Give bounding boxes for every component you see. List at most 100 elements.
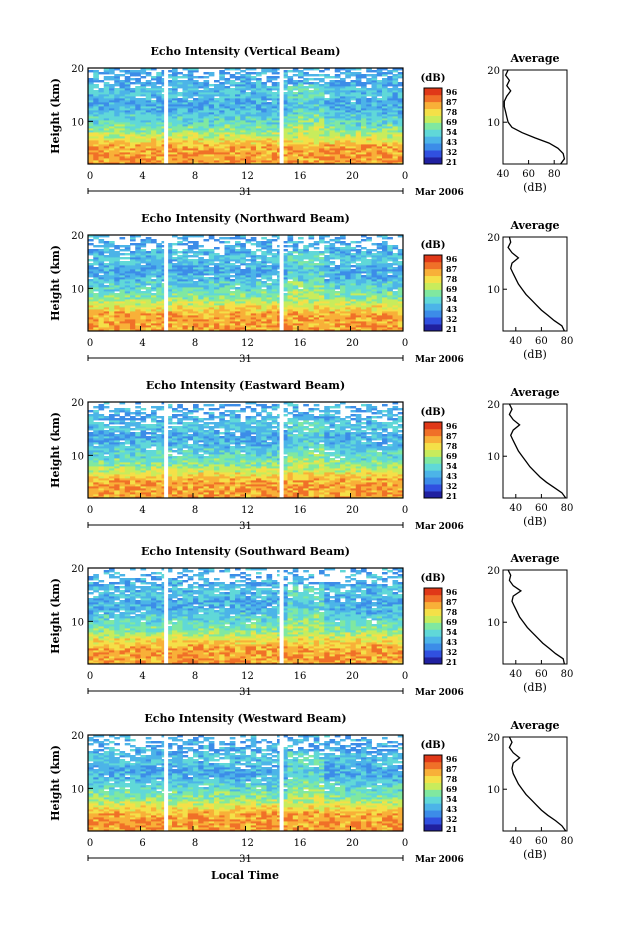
- heatmap-cell: [224, 104, 231, 107]
- heatmap-cell: [198, 112, 204, 115]
- heatmap-cell: [124, 279, 131, 282]
- heatmap-cell: [145, 126, 152, 129]
- heatmap-cell: [397, 321, 404, 324]
- heatmap-cell: [203, 96, 210, 99]
- heatmap-cell: [166, 112, 173, 115]
- heatmap-cell: [340, 152, 346, 155]
- heatmap-cell: [298, 126, 304, 129]
- heatmap-cell: [193, 158, 199, 161]
- heatmap-cell: [282, 275, 288, 278]
- heatmap-cell: [177, 94, 183, 97]
- heatmap-cell: [103, 257, 110, 260]
- heatmap-cell: [329, 138, 336, 141]
- heatmap-cell: [313, 265, 320, 268]
- heatmap-cell: [287, 285, 294, 288]
- heatmap-cell: [298, 110, 304, 113]
- heatmap-cell: [376, 283, 383, 286]
- heatmap-cell: [340, 279, 346, 282]
- heatmap-cell: [308, 104, 315, 107]
- heatmap-cell: [392, 257, 399, 260]
- heatmap-cell: [103, 92, 110, 95]
- heatmap-cell: [187, 287, 194, 290]
- heatmap-cell: [193, 142, 199, 145]
- heatmap-cell: [198, 160, 204, 163]
- heatmap-cell: [166, 122, 173, 125]
- heatmap-cell: [366, 289, 372, 292]
- heatmap-cell: [313, 160, 320, 163]
- heatmap-cell: [124, 291, 131, 294]
- heatmap-cell: [350, 289, 357, 292]
- heatmap-cell: [177, 112, 183, 115]
- heatmap-cell: [198, 92, 204, 95]
- heatmap-cell: [371, 162, 378, 165]
- heatmap-cell: [93, 293, 99, 296]
- heatmap-cell: [298, 86, 304, 89]
- heatmap-cell: [308, 327, 315, 330]
- heatmap-cell: [177, 154, 183, 157]
- heatmap-cell: [250, 295, 257, 298]
- heatmap-cell: [282, 92, 288, 95]
- heatmap-cell: [245, 267, 252, 270]
- heatmap-cell: [219, 269, 225, 272]
- heatmap-cell: [130, 329, 136, 332]
- heatmap-cell: [135, 112, 141, 115]
- heatmap-cell: [266, 295, 273, 298]
- heatmap-cell: [224, 102, 231, 105]
- heatmap-cell: [397, 90, 404, 93]
- heatmap-cell: [345, 98, 351, 101]
- heatmap-cell: [135, 299, 141, 302]
- heatmap-cell: [219, 285, 225, 288]
- heatmap-cell: [345, 265, 351, 268]
- heatmap-cell: [135, 307, 141, 310]
- heatmap-cell: [371, 114, 378, 117]
- heatmap-cell: [345, 291, 351, 294]
- heatmap-cell: [240, 86, 246, 89]
- heatmap-cell: [187, 277, 194, 280]
- heatmap-cell: [382, 160, 388, 163]
- heatmap-cell: [182, 90, 189, 93]
- heatmap-cell: [224, 130, 231, 133]
- heatmap-cell: [355, 269, 362, 272]
- heatmap-cell: [334, 291, 341, 294]
- heatmap-cell: [287, 112, 294, 115]
- heatmap-cell: [345, 303, 351, 306]
- heatmap-cell: [151, 132, 157, 135]
- heatmap-cell: [240, 297, 246, 300]
- heatmap-cell: [382, 94, 388, 97]
- heatmap-cell: [308, 257, 315, 260]
- heatmap-cell: [361, 311, 367, 314]
- heatmap-cell: [182, 273, 189, 276]
- heatmap-cell: [387, 295, 393, 298]
- heatmap-cell: [334, 90, 341, 93]
- heatmap-cell: [392, 271, 399, 274]
- heatmap-cell: [135, 267, 141, 270]
- heatmap-cell: [308, 303, 315, 306]
- heatmap-cell: [350, 162, 357, 165]
- heatmap-cell: [245, 100, 252, 103]
- heatmap-cell: [103, 255, 110, 258]
- heatmap-cell: [193, 263, 199, 266]
- heatmap-cell: [397, 118, 404, 121]
- heatmap-cell: [340, 78, 346, 81]
- heatmap-cell: [271, 122, 278, 125]
- heatmap-cell: [119, 146, 126, 149]
- heatmap-cell: [187, 313, 194, 316]
- average-x-label: (dB): [523, 181, 547, 194]
- heatmap-cell: [187, 126, 194, 129]
- heatmap-cell: [119, 162, 126, 165]
- heatmap-cell: [203, 84, 210, 87]
- heatmap-cell: [340, 259, 346, 262]
- heatmap-cell: [156, 325, 162, 328]
- heatmap-cell: [145, 118, 152, 121]
- heatmap-cell: [256, 136, 262, 139]
- heatmap-cell: [292, 325, 299, 328]
- heatmap-cell: [298, 279, 304, 282]
- heatmap-cell: [224, 122, 231, 125]
- heatmap-cell: [376, 299, 383, 302]
- heatmap-cell: [261, 68, 267, 71]
- heatmap-cell: [324, 138, 330, 141]
- heatmap-cell: [88, 281, 94, 284]
- heatmap-cell: [303, 281, 309, 284]
- heatmap-cell: [319, 138, 325, 141]
- heatmap-cell: [145, 74, 152, 77]
